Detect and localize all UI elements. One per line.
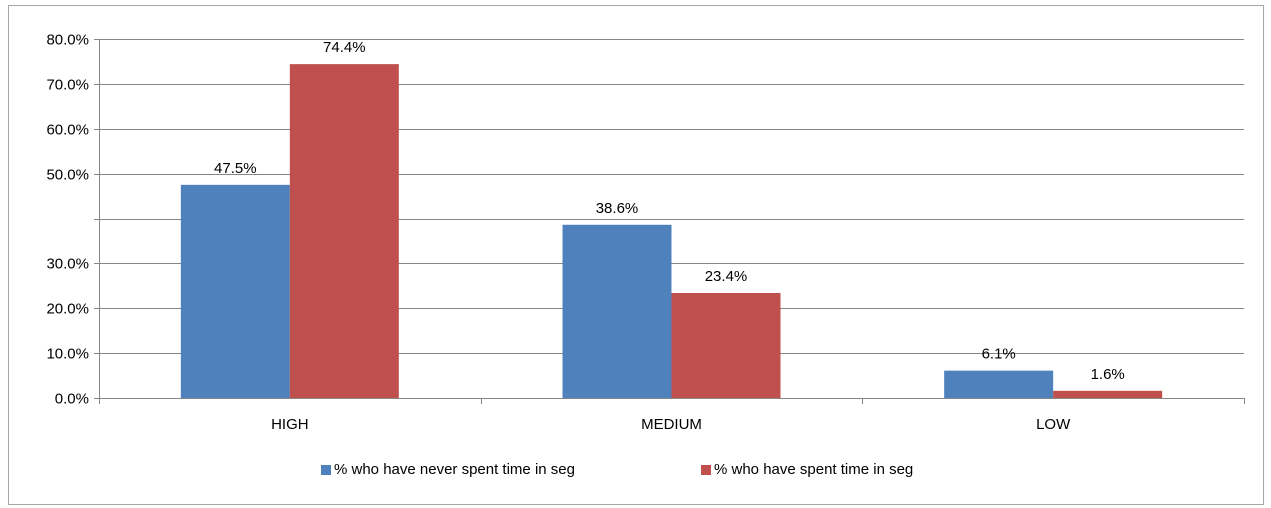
data-label: 47.5%: [214, 160, 257, 177]
bars: [180, 64, 1163, 398]
data-label: 74.4%: [323, 39, 366, 56]
legend-swatch: [321, 465, 331, 475]
data-label: 38.6%: [596, 200, 639, 217]
bar: [289, 64, 399, 398]
x-tick-label: LOW: [1036, 416, 1071, 433]
y-tick-label: 10.0%: [46, 346, 89, 363]
data-labels: 47.5% 74.4% 38.6% 23.4% 6.1% 1.6%: [214, 39, 1125, 383]
x-tick-label: MEDIUM: [641, 416, 702, 433]
y-tick-label: 0.0%: [55, 391, 89, 408]
data-label: 6.1%: [982, 346, 1016, 363]
x-tick-label: HIGH: [271, 416, 309, 433]
bar: [562, 224, 672, 398]
legend-swatch: [701, 465, 711, 475]
y-tick-label: 70.0%: [46, 77, 89, 94]
bar: [180, 184, 290, 398]
legend: % who have never spent time in seg % who …: [321, 461, 913, 478]
axes: 80.0% 70.0% 60.0% 50.0% 30.0% 20.0% 10.0% 0.0% H…: [46, 32, 1245, 433]
bar: [671, 292, 781, 398]
y-tick-label: 30.0%: [46, 256, 89, 273]
y-tick-label: 50.0%: [46, 167, 89, 184]
y-tick-label: 80.0%: [46, 32, 89, 49]
y-tick-label: 60.0%: [46, 122, 89, 139]
y-tick-label: 20.0%: [46, 301, 89, 318]
bar: [1053, 390, 1163, 398]
data-label: 1.6%: [1091, 366, 1125, 383]
data-label: 23.4%: [705, 268, 748, 285]
legend-label: % who have never spent time in seg: [334, 461, 575, 478]
bar: [944, 370, 1054, 398]
legend-label: % who have spent time in seg: [714, 461, 913, 478]
